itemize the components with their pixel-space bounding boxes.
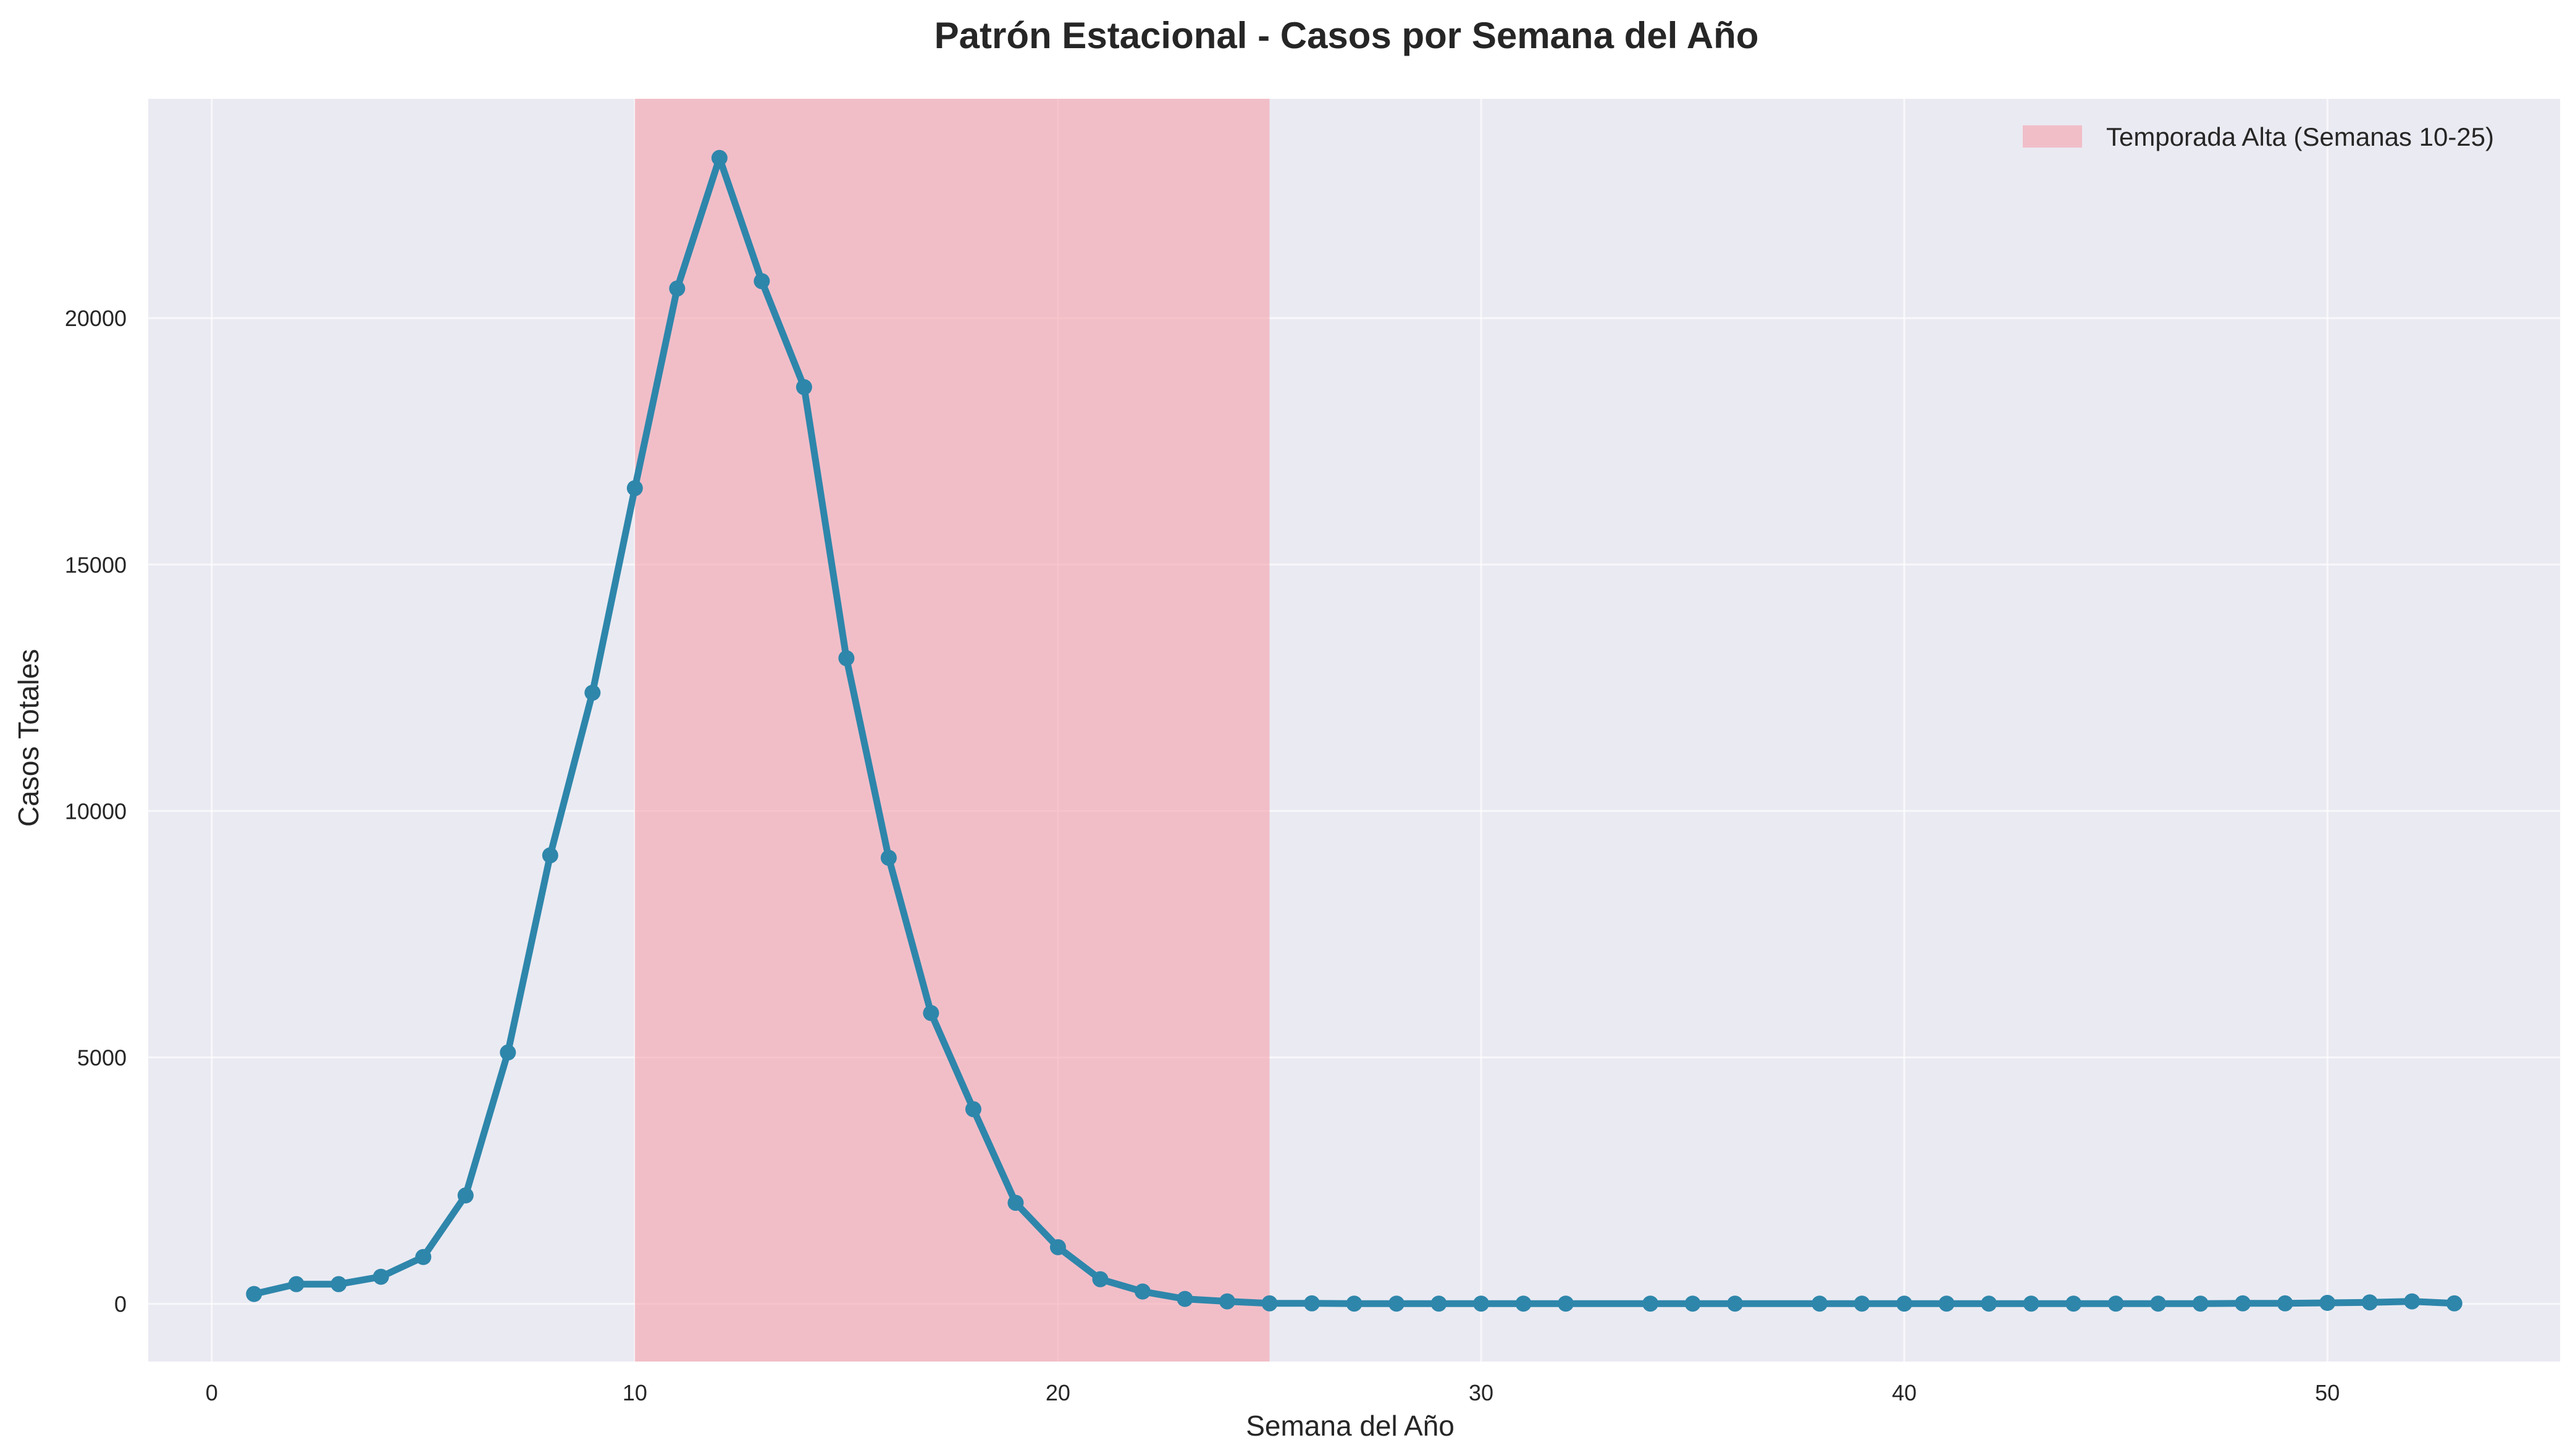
x-tick-label: 0 bbox=[206, 1380, 218, 1405]
data-point bbox=[1642, 1295, 1659, 1312]
data-point bbox=[1303, 1295, 1320, 1312]
data-point bbox=[415, 1249, 432, 1265]
data-point bbox=[1388, 1295, 1405, 1312]
y-tick-label: 5000 bbox=[77, 1045, 127, 1071]
data-point bbox=[1219, 1293, 1235, 1310]
data-point bbox=[2319, 1295, 2336, 1312]
x-tick-label: 50 bbox=[2315, 1380, 2340, 1405]
y-tick-label: 0 bbox=[114, 1292, 127, 1317]
data-point bbox=[2150, 1295, 2167, 1312]
plot-area bbox=[148, 99, 2560, 1362]
high-season-band bbox=[634, 99, 1270, 1362]
data-point bbox=[965, 1101, 981, 1118]
y-axis-label: Casos Totales bbox=[12, 649, 44, 827]
data-point bbox=[584, 684, 601, 701]
x-axis-label: Semana del Año bbox=[1246, 1410, 1455, 1442]
data-point bbox=[1092, 1271, 1109, 1287]
data-point bbox=[2107, 1295, 2124, 1312]
data-point bbox=[1049, 1239, 1066, 1255]
y-tick-label: 15000 bbox=[65, 552, 127, 577]
chart-title: Patrón Estacional - Casos por Semana del… bbox=[934, 15, 1759, 56]
data-point bbox=[246, 1286, 262, 1302]
data-point bbox=[2361, 1294, 2378, 1311]
data-point bbox=[1854, 1295, 1870, 1312]
data-point bbox=[2065, 1295, 2082, 1312]
data-point bbox=[1727, 1295, 1744, 1312]
data-point bbox=[1684, 1295, 1701, 1312]
data-point bbox=[796, 379, 812, 395]
x-tick-label: 10 bbox=[623, 1380, 647, 1405]
data-point bbox=[372, 1268, 389, 1285]
data-point bbox=[1938, 1295, 1955, 1312]
data-point bbox=[838, 650, 855, 666]
data-point bbox=[923, 1005, 939, 1021]
legend: Temporada Alta (Semanas 10-25) bbox=[2023, 122, 2494, 151]
data-points bbox=[246, 149, 2463, 1312]
data-point bbox=[1812, 1295, 1828, 1312]
data-point bbox=[1346, 1295, 1363, 1312]
data-point bbox=[1896, 1295, 1913, 1312]
data-point bbox=[457, 1187, 474, 1204]
data-point bbox=[1134, 1283, 1151, 1300]
y-tick-label: 20000 bbox=[65, 306, 127, 331]
data-point bbox=[2277, 1295, 2293, 1312]
data-point bbox=[754, 273, 770, 290]
data-point bbox=[1515, 1295, 1532, 1312]
data-point bbox=[669, 280, 686, 297]
x-tick-labels: 0 10 20 30 40 50 bbox=[206, 1380, 2340, 1405]
legend-swatch bbox=[2023, 125, 2082, 148]
data-point bbox=[2235, 1295, 2251, 1312]
x-tick-label: 40 bbox=[1892, 1380, 1917, 1405]
data-point bbox=[1177, 1291, 1193, 1307]
data-point bbox=[2404, 1293, 2421, 1310]
data-point bbox=[2023, 1295, 2039, 1312]
y-tick-labels: 0 5000 10000 15000 20000 bbox=[65, 306, 127, 1316]
data-point bbox=[288, 1276, 304, 1292]
y-tick-label: 10000 bbox=[65, 798, 127, 824]
data-point bbox=[1430, 1295, 1447, 1312]
data-point bbox=[500, 1044, 516, 1061]
data-point bbox=[330, 1276, 347, 1292]
legend-label: Temporada Alta (Semanas 10-25) bbox=[2106, 122, 2494, 151]
data-point bbox=[880, 850, 897, 866]
data-point bbox=[2192, 1295, 2209, 1312]
x-tick-label: 30 bbox=[1469, 1380, 1493, 1405]
data-point bbox=[1261, 1295, 1278, 1312]
data-point bbox=[1473, 1295, 1490, 1312]
data-point bbox=[1558, 1295, 1574, 1312]
data-point bbox=[626, 480, 643, 496]
data-point bbox=[711, 149, 728, 166]
data-point bbox=[1007, 1194, 1024, 1211]
x-tick-label: 20 bbox=[1046, 1380, 1070, 1405]
data-point bbox=[2446, 1295, 2463, 1312]
data-point bbox=[1981, 1295, 1997, 1312]
data-point bbox=[542, 847, 558, 864]
